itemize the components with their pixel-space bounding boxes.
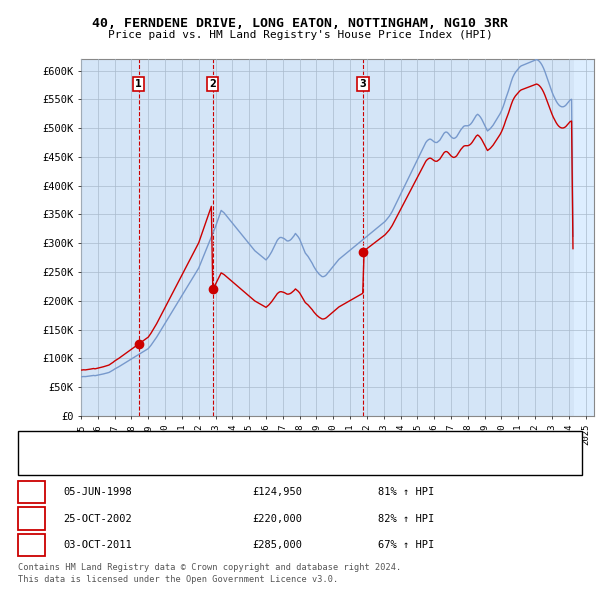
Text: 1: 1 bbox=[28, 486, 35, 499]
Text: 82% ↑ HPI: 82% ↑ HPI bbox=[378, 514, 434, 523]
Bar bbox=[363, 59, 574, 416]
Text: £285,000: £285,000 bbox=[252, 540, 302, 550]
Text: 25-OCT-2002: 25-OCT-2002 bbox=[63, 514, 132, 523]
Text: 03-OCT-2011: 03-OCT-2011 bbox=[63, 540, 132, 550]
Bar bbox=[212, 59, 363, 416]
Text: Contains HM Land Registry data © Crown copyright and database right 2024.: Contains HM Land Registry data © Crown c… bbox=[18, 563, 401, 572]
Text: 1: 1 bbox=[136, 79, 142, 89]
Text: £220,000: £220,000 bbox=[252, 514, 302, 523]
Text: £124,950: £124,950 bbox=[252, 487, 302, 497]
Bar bbox=[139, 59, 212, 416]
Text: 05-JUN-1998: 05-JUN-1998 bbox=[63, 487, 132, 497]
Text: 67% ↑ HPI: 67% ↑ HPI bbox=[378, 540, 434, 550]
Text: 3: 3 bbox=[28, 539, 35, 552]
Text: 2: 2 bbox=[28, 512, 35, 525]
Text: 2: 2 bbox=[209, 79, 216, 89]
Text: Price paid vs. HM Land Registry's House Price Index (HPI): Price paid vs. HM Land Registry's House … bbox=[107, 30, 493, 40]
Text: 40, FERNDENE DRIVE, LONG EATON, NOTTINGHAM, NG10 3RR (detached house): 40, FERNDENE DRIVE, LONG EATON, NOTTINGH… bbox=[72, 438, 478, 448]
Text: 40, FERNDENE DRIVE, LONG EATON, NOTTINGHAM, NG10 3RR: 40, FERNDENE DRIVE, LONG EATON, NOTTINGH… bbox=[92, 17, 508, 30]
Text: 81% ↑ HPI: 81% ↑ HPI bbox=[378, 487, 434, 497]
Text: 3: 3 bbox=[359, 79, 366, 89]
Text: HPI: Average price, detached house, Erewash: HPI: Average price, detached house, Erew… bbox=[72, 458, 325, 467]
Bar bbox=[81, 59, 139, 416]
Text: This data is licensed under the Open Government Licence v3.0.: This data is licensed under the Open Gov… bbox=[18, 575, 338, 584]
